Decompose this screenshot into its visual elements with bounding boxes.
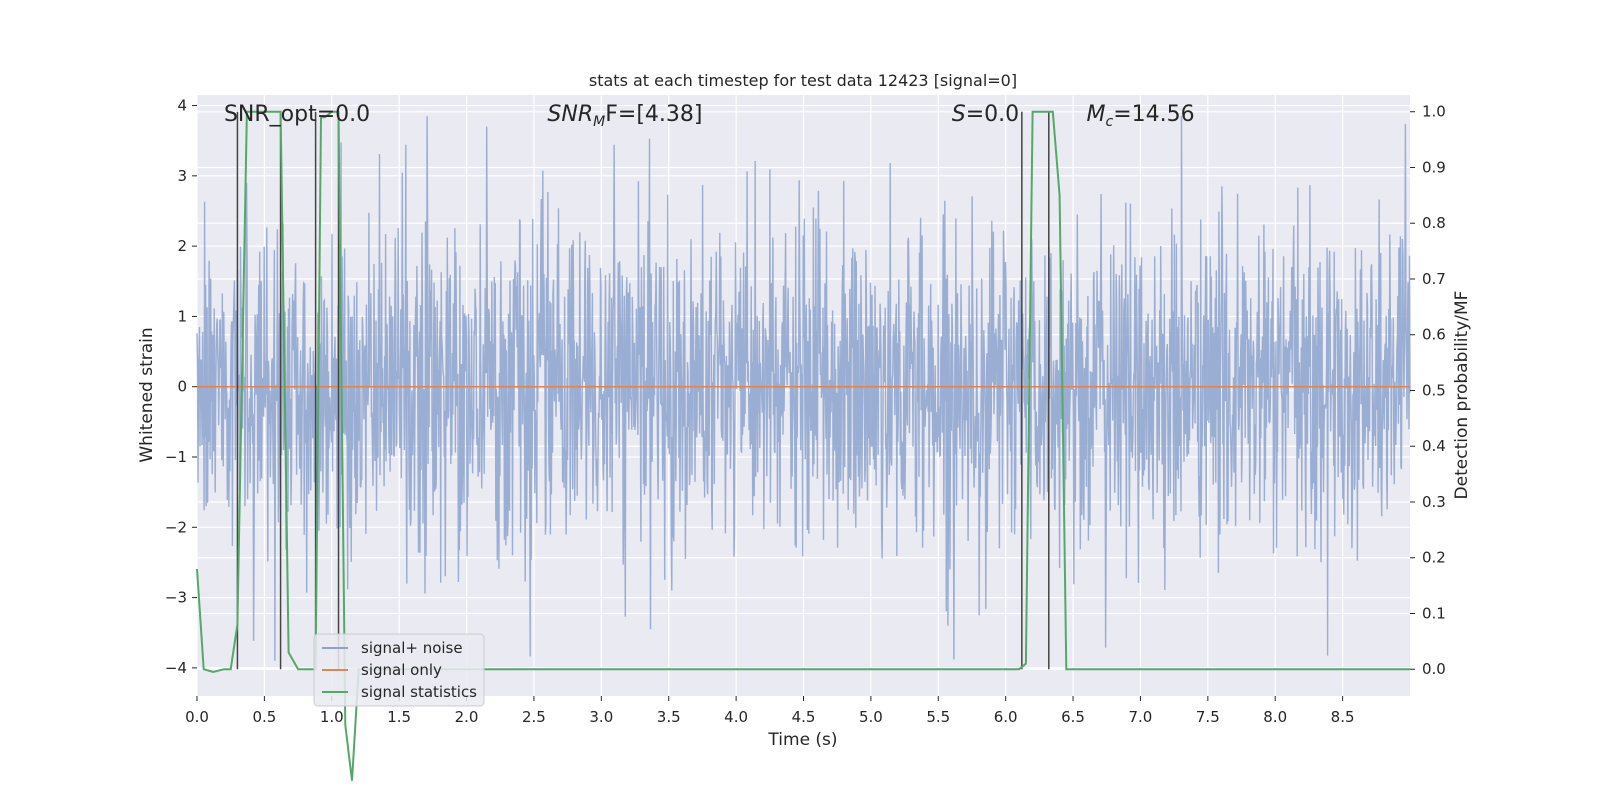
y-tick-label: 0 xyxy=(177,378,187,396)
stats-series xyxy=(196,110,1410,781)
y2-tick-label: 0.5 xyxy=(1422,381,1446,399)
noise-series xyxy=(196,116,1411,661)
annotation: S=0.0 xyxy=(952,102,1019,127)
x-tick-label: 4.5 xyxy=(792,708,816,726)
y2-tick-label: 0.6 xyxy=(1422,326,1446,344)
y-tick-label: 3 xyxy=(177,167,187,185)
legend-label-noise: signal+ noise xyxy=(361,639,463,657)
x-tick-label: 0.0 xyxy=(185,708,209,726)
x-tick-label: 8.5 xyxy=(1331,708,1355,726)
y-axis-label: Whitened strain xyxy=(137,327,157,462)
y2-tick-label: 0.2 xyxy=(1422,549,1446,567)
y2-tick-label: 0.4 xyxy=(1422,437,1446,455)
y2-axis-label: Detection probability/MF xyxy=(1452,291,1472,500)
y2-tick-label: 0.3 xyxy=(1422,493,1446,511)
y2-tick-label: 0.7 xyxy=(1422,270,1446,288)
x-tick-label: 3.0 xyxy=(589,708,613,726)
y-tick-label: −1 xyxy=(165,448,187,466)
x-tick-label: 6.5 xyxy=(1061,708,1085,726)
y2-tick-label: 0.0 xyxy=(1422,660,1446,678)
x-tick-label: 7.5 xyxy=(1196,708,1220,726)
y2-tick-label: 0.1 xyxy=(1422,604,1446,622)
annotation: SNR_opt=0.0 xyxy=(224,102,370,127)
x-tick-label: 7.0 xyxy=(1129,708,1153,726)
y-tick-label: −2 xyxy=(165,518,187,536)
y-tick-label: 1 xyxy=(177,307,187,325)
x-tick-label: 8.0 xyxy=(1263,708,1287,726)
legend-label-signal: signal only xyxy=(361,661,442,679)
y2-tick-labels: 1.0 0.9 0.8 0.7 0.6 0.5 0.4 0.3 0.2 0.1 0.0 xyxy=(1410,103,1446,678)
x-tick-label: 5.0 xyxy=(859,708,883,726)
legend-box xyxy=(313,633,485,707)
noise-trace xyxy=(196,116,1411,661)
y-tick-labels: 4 3 2 1 0 −1 −2 −3 −4 xyxy=(165,97,197,677)
annotation: Mc=14.56 xyxy=(1087,102,1195,130)
y-tick-label: 4 xyxy=(177,97,187,115)
x-tick-label: 3.5 xyxy=(657,708,681,726)
y-tick-label: −3 xyxy=(165,589,187,607)
x-axis-label: Time (s) xyxy=(767,730,837,750)
y2-tick-label: 1.0 xyxy=(1422,103,1446,121)
x-tick-label: 1.5 xyxy=(387,708,411,726)
y-tick-label: −4 xyxy=(165,659,187,677)
x-tick-label: 5.5 xyxy=(926,708,950,726)
legend: signal+ noise signal only signal statist… xyxy=(313,633,485,707)
x-tick-label: 6.0 xyxy=(994,708,1018,726)
x-tick-label: 0.5 xyxy=(252,708,276,726)
x-tick-label: 1.0 xyxy=(320,708,344,726)
y-tick-label: 2 xyxy=(177,237,187,255)
stats-trace xyxy=(196,110,1410,781)
x-tick-label: 4.0 xyxy=(724,708,748,726)
annotations: SNR_opt=0.0 SNRMF=[4.38] S=0.0 Mc=14.56 xyxy=(224,102,1195,130)
x-tick-labels: 0.0 0.5 1.0 1.5 2.0 2.5 3.0 3.5 4.0 4.5 5.0 5.5 6.0 6… xyxy=(185,696,1355,726)
annotation: SNRMF=[4.38] xyxy=(547,102,702,130)
x-tick-label: 2.5 xyxy=(522,708,546,726)
legend-label-stats: signal statistics xyxy=(361,683,477,701)
y2-tick-label: 0.9 xyxy=(1422,158,1446,176)
y2-tick-label: 0.8 xyxy=(1422,214,1446,232)
x-tick-label: 2.0 xyxy=(455,708,479,726)
chart-title: stats at each timestep for test data 124… xyxy=(589,71,1017,90)
